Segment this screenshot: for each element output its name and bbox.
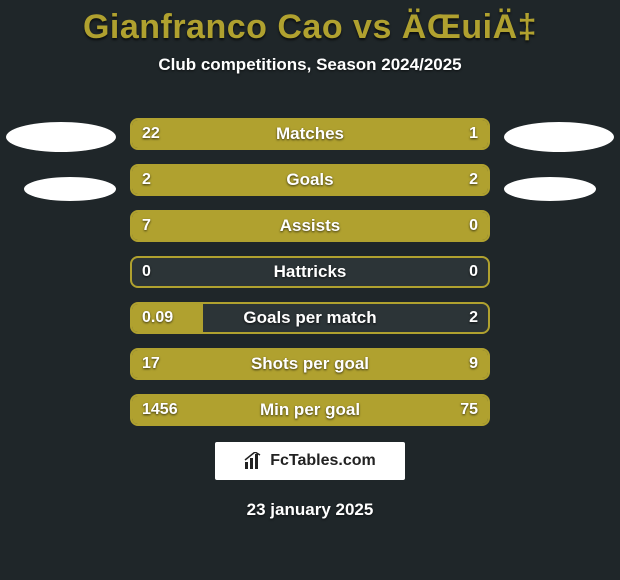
logo-text: FcTables.com	[270, 452, 376, 470]
stat-label: Shots per goal	[132, 354, 488, 374]
stats-container: 221Matches 22Goals 70Assists 00Hattricks 0.0…	[130, 118, 490, 440]
stat-row: 0.092Goals per match	[130, 302, 490, 334]
stat-row: 70Assists	[130, 210, 490, 242]
player-right-oval-2	[504, 177, 596, 201]
date-label: 23 january 2025	[0, 500, 620, 520]
stat-label: Hattricks	[132, 262, 488, 282]
stat-row: 00Hattricks	[130, 256, 490, 288]
fctables-logo[interactable]: FcTables.com	[215, 442, 405, 480]
player-right-oval-1	[504, 122, 614, 152]
stat-label: Min per goal	[132, 400, 488, 420]
stat-label: Goals	[132, 170, 488, 190]
page-title: Gianfranco Cao vs ÄŒuiÄ‡	[0, 0, 620, 47]
stat-label: Goals per match	[132, 308, 488, 328]
stat-row: 22Goals	[130, 164, 490, 196]
stat-row: 179Shots per goal	[130, 348, 490, 380]
player-left-oval-1	[6, 122, 116, 152]
stat-row: 145675Min per goal	[130, 394, 490, 426]
player-left-oval-2	[24, 177, 116, 201]
chart-icon	[244, 452, 264, 470]
stat-label: Matches	[132, 124, 488, 144]
page-subtitle: Club competitions, Season 2024/2025	[0, 55, 620, 75]
stat-label: Assists	[132, 216, 488, 236]
stat-row: 221Matches	[130, 118, 490, 150]
